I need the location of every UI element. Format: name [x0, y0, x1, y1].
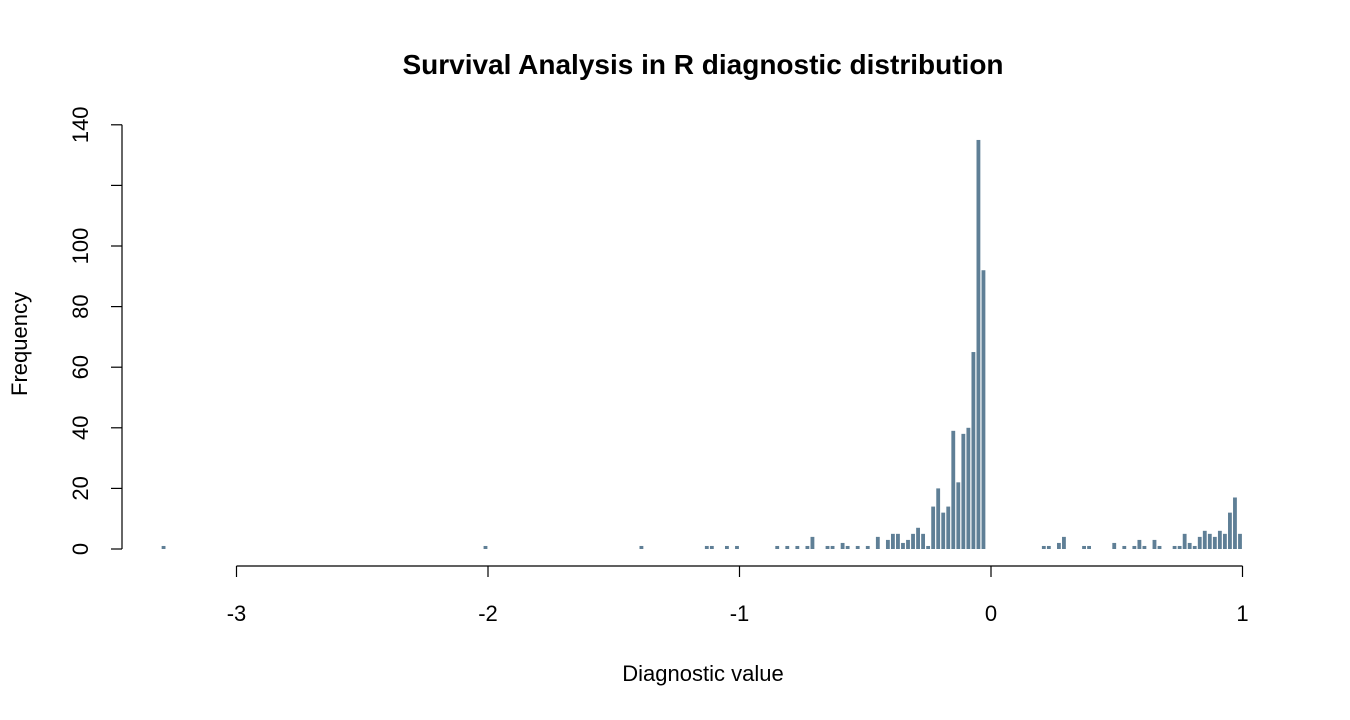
histogram-bar [1082, 545, 1086, 549]
histogram-bar [1112, 542, 1117, 549]
y-tick-label: 140 [68, 106, 93, 143]
histogram-bar [966, 427, 971, 549]
x-tick-label: -1 [730, 601, 750, 626]
histogram-bar [1087, 545, 1091, 549]
histogram-bar [906, 539, 910, 549]
x-tick-label: 0 [985, 601, 997, 626]
histogram-bar [775, 545, 780, 549]
histogram-bar [1137, 539, 1142, 549]
histogram-bar [1142, 545, 1147, 549]
histogram-bar [891, 533, 895, 549]
y-tick-label: 100 [68, 228, 93, 265]
histogram-bar [946, 506, 951, 549]
histogram-bar [1182, 533, 1187, 549]
histogram-bar [931, 506, 936, 549]
histogram-bar [1228, 512, 1232, 549]
histogram-bar [639, 545, 644, 549]
histogram-bar [956, 482, 961, 549]
bars-group [161, 139, 1242, 549]
histogram-bar [840, 542, 845, 549]
histogram-bar [981, 270, 986, 549]
histogram-bar [1041, 545, 1046, 549]
y-axis: 0 20 40 60 80 100 140 [68, 106, 123, 555]
histogram-bar [855, 545, 860, 549]
histogram-bar [896, 533, 900, 549]
histogram-bar [976, 139, 981, 549]
histogram-bar [1177, 545, 1182, 549]
histogram-bar [795, 545, 800, 549]
histogram-bar [971, 352, 976, 549]
histogram-bar [1192, 545, 1197, 549]
histogram-bar [735, 545, 739, 549]
histogram-bar [1212, 536, 1217, 549]
histogram-bar [709, 545, 714, 549]
y-tick-label: 80 [68, 294, 93, 318]
histogram-bar [1222, 533, 1227, 549]
y-tick-label: 0 [68, 543, 93, 555]
histogram-bar [810, 536, 815, 549]
histogram-bar [1132, 545, 1137, 549]
histogram-bar [830, 545, 835, 549]
histogram-bar [1062, 536, 1066, 549]
y-tick-label: 20 [68, 476, 93, 500]
histogram-bar [1187, 542, 1192, 549]
x-tick-label: -3 [227, 601, 247, 626]
histogram-bar [805, 545, 810, 549]
histogram-bar [936, 488, 941, 549]
histogram-bar [1157, 545, 1162, 549]
histogram-bar [951, 430, 956, 549]
histogram-bar [916, 527, 920, 549]
histogram-bar [1172, 545, 1177, 549]
y-axis-label: Frequency [7, 292, 32, 396]
x-tick-label: 1 [1236, 601, 1248, 626]
histogram-bar [1056, 542, 1061, 549]
histogram-bar [483, 545, 488, 549]
histogram-bar [1238, 533, 1242, 549]
chart-title: Survival Analysis in R diagnostic distri… [402, 49, 1003, 80]
histogram-bar [926, 545, 931, 549]
histogram-bar [161, 545, 166, 549]
histogram-bar [704, 545, 709, 549]
histogram-bar [725, 545, 729, 549]
x-tick-label: -2 [478, 601, 498, 626]
histogram-bar [911, 533, 915, 549]
histogram-bar [1197, 536, 1202, 549]
x-axis: -3 -2 -1 0 1 [227, 565, 1249, 626]
histogram-bar [961, 433, 966, 549]
histogram-bar [941, 512, 946, 549]
histogram-bar [1207, 533, 1212, 549]
histogram-bar [1122, 545, 1127, 549]
histogram-bar [1217, 530, 1222, 549]
histogram-bar [1202, 530, 1207, 549]
histogram-bar [921, 533, 926, 549]
histogram-bar [845, 545, 850, 549]
histogram-bar [885, 539, 890, 549]
histogram-bar [901, 542, 905, 549]
histogram-bar [1152, 539, 1157, 549]
histogram-bar [1046, 545, 1051, 549]
histogram-bar [1233, 497, 1237, 549]
histogram-bar [825, 545, 830, 549]
y-tick-label: 40 [68, 416, 93, 440]
histogram-bar [875, 536, 880, 549]
histogram-bar [785, 545, 790, 549]
x-axis-label: Diagnostic value [622, 661, 783, 686]
y-tick-label: 60 [68, 355, 93, 379]
histogram-bar [865, 545, 870, 549]
